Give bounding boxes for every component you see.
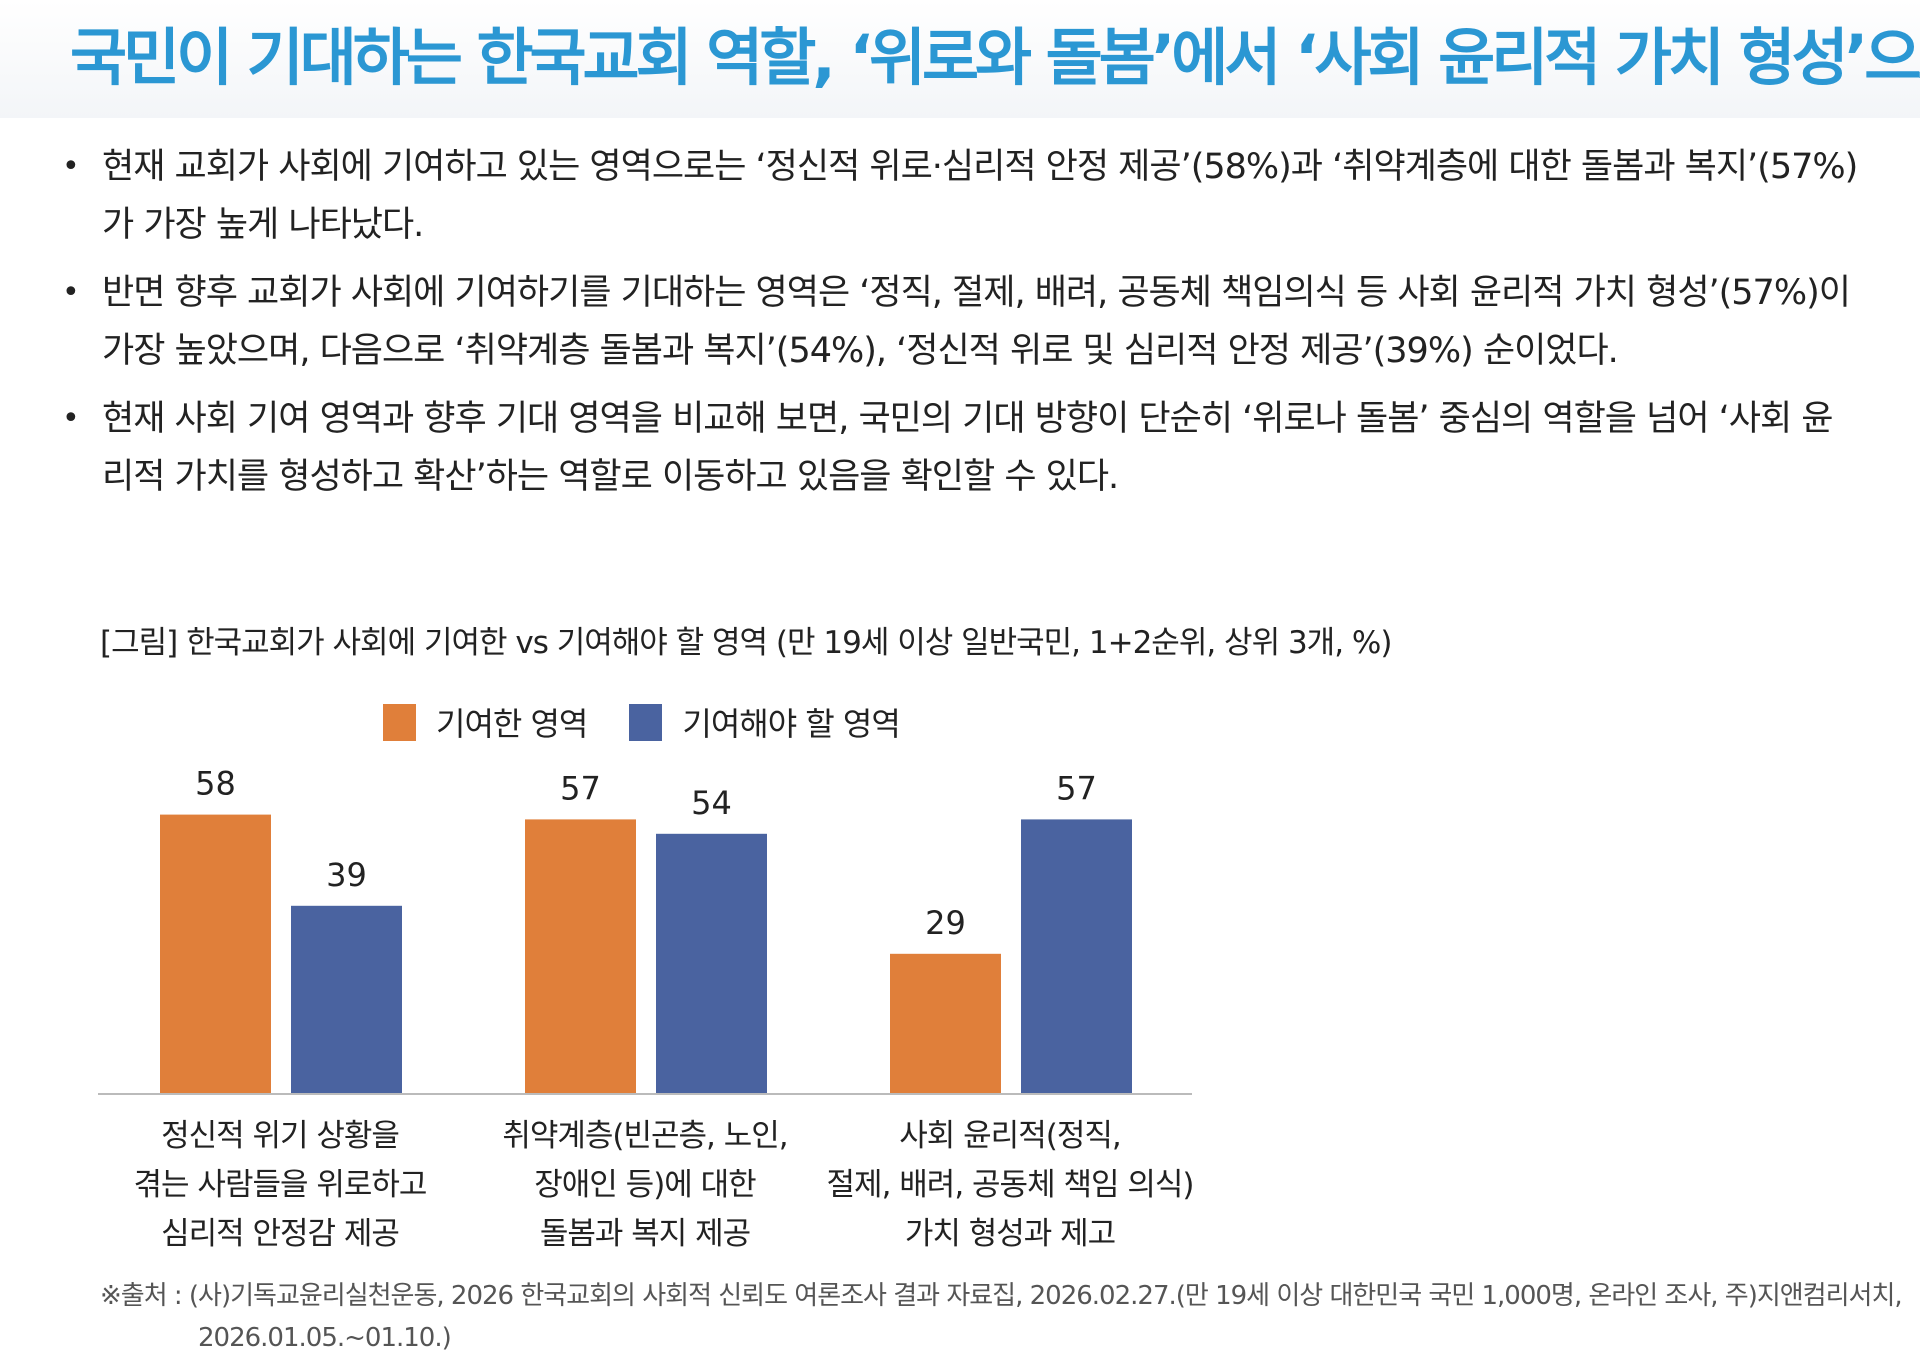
- data-label-series2-cat2: 54: [691, 784, 732, 822]
- category-label-line: 돌봄과 복지 제공: [539, 1216, 751, 1252]
- page-title: 국민이 기대하는 한국교회 역할, ‘위로와 돌봄’에서 ‘사회 윤리적 가치 …: [70, 21, 1920, 94]
- category-label-line: 장애인 등)에 대한: [534, 1167, 756, 1203]
- bullet-text: 현재 교회가 사회에 기여하고 있는 영역으로는 ‘정신적 위로·심리적 안정 …: [102, 147, 1858, 245]
- bullet-text: 현재 사회 기여 영역과 향후 기대 영역을 비교해 보면, 국민의 기대 방향…: [102, 399, 1833, 497]
- bullet-text: 반면 향후 교회가 사회에 기여하기를 기대하는 영역은 ‘정직, 절제, 배려…: [102, 273, 1851, 371]
- data-label-series2-cat1: 39: [326, 856, 367, 894]
- data-label-series2-cat3: 57: [1056, 769, 1097, 807]
- chart-legend: 기여한 영역 기여해야 할 영역: [383, 700, 942, 744]
- bullet-item: • 현재 교회가 사회에 기여하고 있는 영역으로는 ‘정신적 위로·심리적 안…: [62, 138, 1862, 254]
- data-label-series1-cat2: 57: [560, 769, 601, 807]
- bar-series1-cat2: [525, 819, 636, 1093]
- bar-series2-cat1: [291, 905, 402, 1093]
- bullet-item: • 반면 향후 교회가 사회에 기여하기를 기대하는 영역은 ‘정직, 절제, …: [62, 264, 1862, 380]
- category-label-line: 정신적 위기 상황을: [161, 1118, 400, 1154]
- category-label-line: 심리적 안정감 제공: [161, 1216, 400, 1252]
- bar-series2-cat3: [1021, 819, 1132, 1093]
- legend-swatch-series1: [383, 703, 416, 741]
- data-label-series1-cat1: 58: [195, 765, 236, 803]
- data-label-series1-cat3: 29: [925, 904, 966, 942]
- bar-series2-cat2: [656, 833, 767, 1093]
- legend-item-series1: 기여한 영역: [383, 699, 588, 745]
- category-label-line: 절제, 배려, 공동체 책임 의식): [826, 1167, 1195, 1203]
- legend-item-series2: 기여해야 할 영역: [629, 699, 901, 745]
- bar-series1-cat3: [890, 953, 1001, 1093]
- bullet-dot: •: [62, 149, 80, 184]
- figure-caption: [그림] 한국교회가 사회에 기여한 vs 기여해야 할 영역 (만 19세 이…: [100, 625, 1392, 661]
- legend-label-series2: 기여해야 할 영역: [682, 705, 900, 743]
- summary-bullets: • 현재 교회가 사회에 기여하고 있는 영역으로는 ‘정신적 위로·심리적 안…: [62, 138, 1862, 516]
- bullet-item: • 현재 사회 기여 영역과 향후 기대 영역을 비교해 보면, 국민의 기대 …: [62, 390, 1862, 506]
- category-label-line: 가치 형성과 제고: [904, 1216, 1116, 1252]
- category-label-line: 취약계층(빈곤층, 노인,: [502, 1118, 788, 1154]
- category-label-line: 사회 윤리적(정직,: [899, 1118, 1121, 1154]
- legend-label-series1: 기여한 영역: [436, 705, 588, 743]
- category-label-line: 겪는 사람들을 위로하고: [133, 1167, 428, 1203]
- legend-swatch-series2: [629, 703, 663, 741]
- bullet-dot: •: [62, 275, 80, 310]
- bar-series1-cat1: [160, 814, 271, 1093]
- bullet-dot: •: [62, 401, 80, 436]
- source-note: ※출처 : (사)기독교윤리실천운동, 2026 한국교회의 사회적 신뢰도 여…: [100, 1281, 1903, 1353]
- category-label-3: 사회 윤리적(정직, 절제, 배려, 공동체 책임 의식) 가치 형성과 제고: [810, 1112, 1210, 1259]
- title-band: [0, 0, 1920, 118]
